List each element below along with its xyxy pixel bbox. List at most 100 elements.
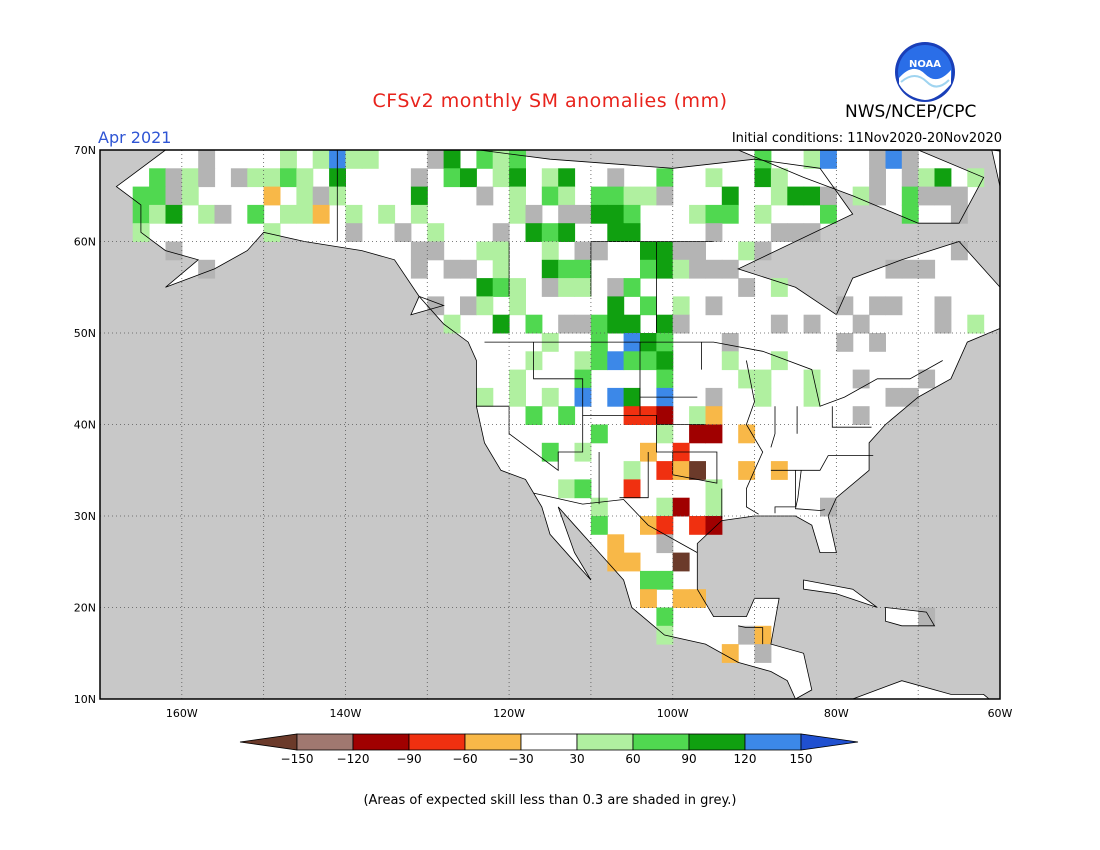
anomaly-cell bbox=[558, 479, 576, 499]
lat-tick-label: 70N bbox=[74, 144, 96, 157]
political-border bbox=[831, 406, 872, 428]
anomaly-cell bbox=[574, 259, 592, 279]
anomaly-cell bbox=[623, 387, 641, 407]
anomaly-cell bbox=[476, 241, 494, 261]
anomaly-cell bbox=[378, 204, 396, 224]
map-title: CFSv2 monthly SM anomalies (mm) bbox=[372, 90, 728, 112]
anomaly-cell bbox=[640, 570, 657, 590]
anomaly-cell bbox=[705, 296, 723, 316]
anomaly-cell bbox=[803, 387, 821, 407]
anomaly-cell bbox=[738, 625, 756, 645]
anomaly-cell bbox=[590, 314, 608, 334]
anomaly-cell bbox=[705, 424, 723, 444]
anomaly-cell bbox=[721, 186, 739, 206]
anomaly-cell bbox=[607, 223, 625, 242]
colorbar-swatch bbox=[632, 733, 690, 751]
political-border bbox=[745, 360, 764, 515]
anomaly-cell bbox=[738, 369, 756, 389]
anomaly-cell bbox=[280, 204, 297, 224]
colorbar-swatch bbox=[408, 733, 466, 751]
anomaly-cell bbox=[754, 204, 772, 224]
anomaly-cell bbox=[165, 186, 183, 206]
anomaly-cell bbox=[492, 241, 510, 261]
anomaly-cell bbox=[607, 534, 625, 554]
anomaly-cell bbox=[705, 204, 723, 224]
anomaly-cell bbox=[492, 223, 510, 242]
anomaly-cell bbox=[198, 259, 216, 279]
anomaly-cell bbox=[280, 168, 297, 188]
anomaly-cell bbox=[247, 204, 265, 224]
anomaly-cell bbox=[885, 387, 903, 407]
anomaly-cell bbox=[590, 424, 608, 444]
anomaly-cell bbox=[640, 351, 657, 371]
anomaly-cell bbox=[918, 186, 936, 206]
anomaly-cell bbox=[770, 223, 788, 242]
anomaly-cell bbox=[558, 259, 576, 279]
anomaly-cell bbox=[296, 168, 314, 188]
map-frame bbox=[99, 149, 1001, 700]
anomaly-cell bbox=[754, 168, 772, 188]
anomaly-cell bbox=[869, 296, 886, 316]
anomaly-cell bbox=[672, 241, 690, 261]
anomaly-cell bbox=[721, 351, 739, 371]
anomaly-cell bbox=[901, 168, 919, 188]
lat-tick-label: 10N bbox=[74, 693, 96, 706]
anomaly-cell bbox=[181, 168, 199, 188]
anomaly-cell bbox=[623, 204, 641, 224]
anomaly-cell bbox=[918, 369, 936, 389]
colorbar-swatch bbox=[688, 733, 746, 751]
anomaly-cell bbox=[738, 278, 756, 297]
anomaly-cell bbox=[967, 314, 985, 334]
anomaly-cell bbox=[705, 497, 723, 517]
anomaly-cell bbox=[656, 516, 674, 535]
anomaly-cell bbox=[165, 241, 183, 261]
anomaly-cell bbox=[590, 241, 608, 261]
colorbar-swatch bbox=[352, 733, 410, 751]
anomaly-cell bbox=[672, 296, 690, 316]
anomaly-cell bbox=[443, 259, 461, 279]
colorbar-label: 120 bbox=[733, 752, 757, 766]
anomaly-cell bbox=[312, 204, 330, 224]
anomaly-cell bbox=[427, 223, 445, 242]
valid-month-label: Apr 2021 bbox=[98, 128, 172, 147]
anomaly-cell bbox=[263, 168, 281, 188]
anomaly-cell bbox=[770, 314, 788, 334]
anomaly-cell bbox=[558, 314, 576, 334]
anomaly-cell bbox=[558, 278, 576, 297]
anomaly-cell bbox=[934, 168, 952, 188]
anomaly-cell bbox=[165, 168, 183, 188]
lat-tick-label: 20N bbox=[74, 602, 96, 615]
anomaly-cell bbox=[574, 479, 592, 499]
anomaly-cell bbox=[607, 204, 625, 224]
anomaly-cell bbox=[738, 424, 756, 444]
anomaly-cell bbox=[623, 351, 641, 371]
anomaly-cell bbox=[721, 259, 739, 279]
lat-tick-label: 60N bbox=[74, 236, 96, 249]
political-border bbox=[533, 342, 641, 416]
colorbar-swatch bbox=[744, 733, 802, 751]
anomaly-cell bbox=[525, 314, 543, 334]
anomaly-cell bbox=[656, 351, 674, 371]
anomaly-cell bbox=[885, 296, 903, 316]
colorbar-label: 60 bbox=[625, 752, 641, 766]
anomaly-cell bbox=[476, 387, 494, 407]
anomaly-cell bbox=[705, 168, 723, 188]
anomaly-cell bbox=[149, 168, 166, 188]
anomaly-cell bbox=[918, 259, 936, 279]
anomaly-cell bbox=[770, 186, 788, 206]
anomaly-cell bbox=[525, 204, 543, 224]
anomaly-cell bbox=[950, 241, 968, 261]
anomaly-cell bbox=[247, 168, 265, 188]
landmass bbox=[803, 580, 878, 608]
anomaly-cell bbox=[640, 259, 657, 279]
political-border bbox=[484, 341, 943, 407]
noaa-logo-icon: NOAA bbox=[895, 42, 955, 102]
lon-tick-label: 80W bbox=[824, 707, 849, 720]
anomaly-cell bbox=[476, 150, 494, 169]
colorbar-swatch bbox=[520, 733, 578, 751]
political-border bbox=[738, 625, 764, 645]
anomaly-cell bbox=[427, 241, 445, 261]
anomaly-cell bbox=[901, 259, 919, 279]
anomaly-cell bbox=[754, 241, 772, 261]
